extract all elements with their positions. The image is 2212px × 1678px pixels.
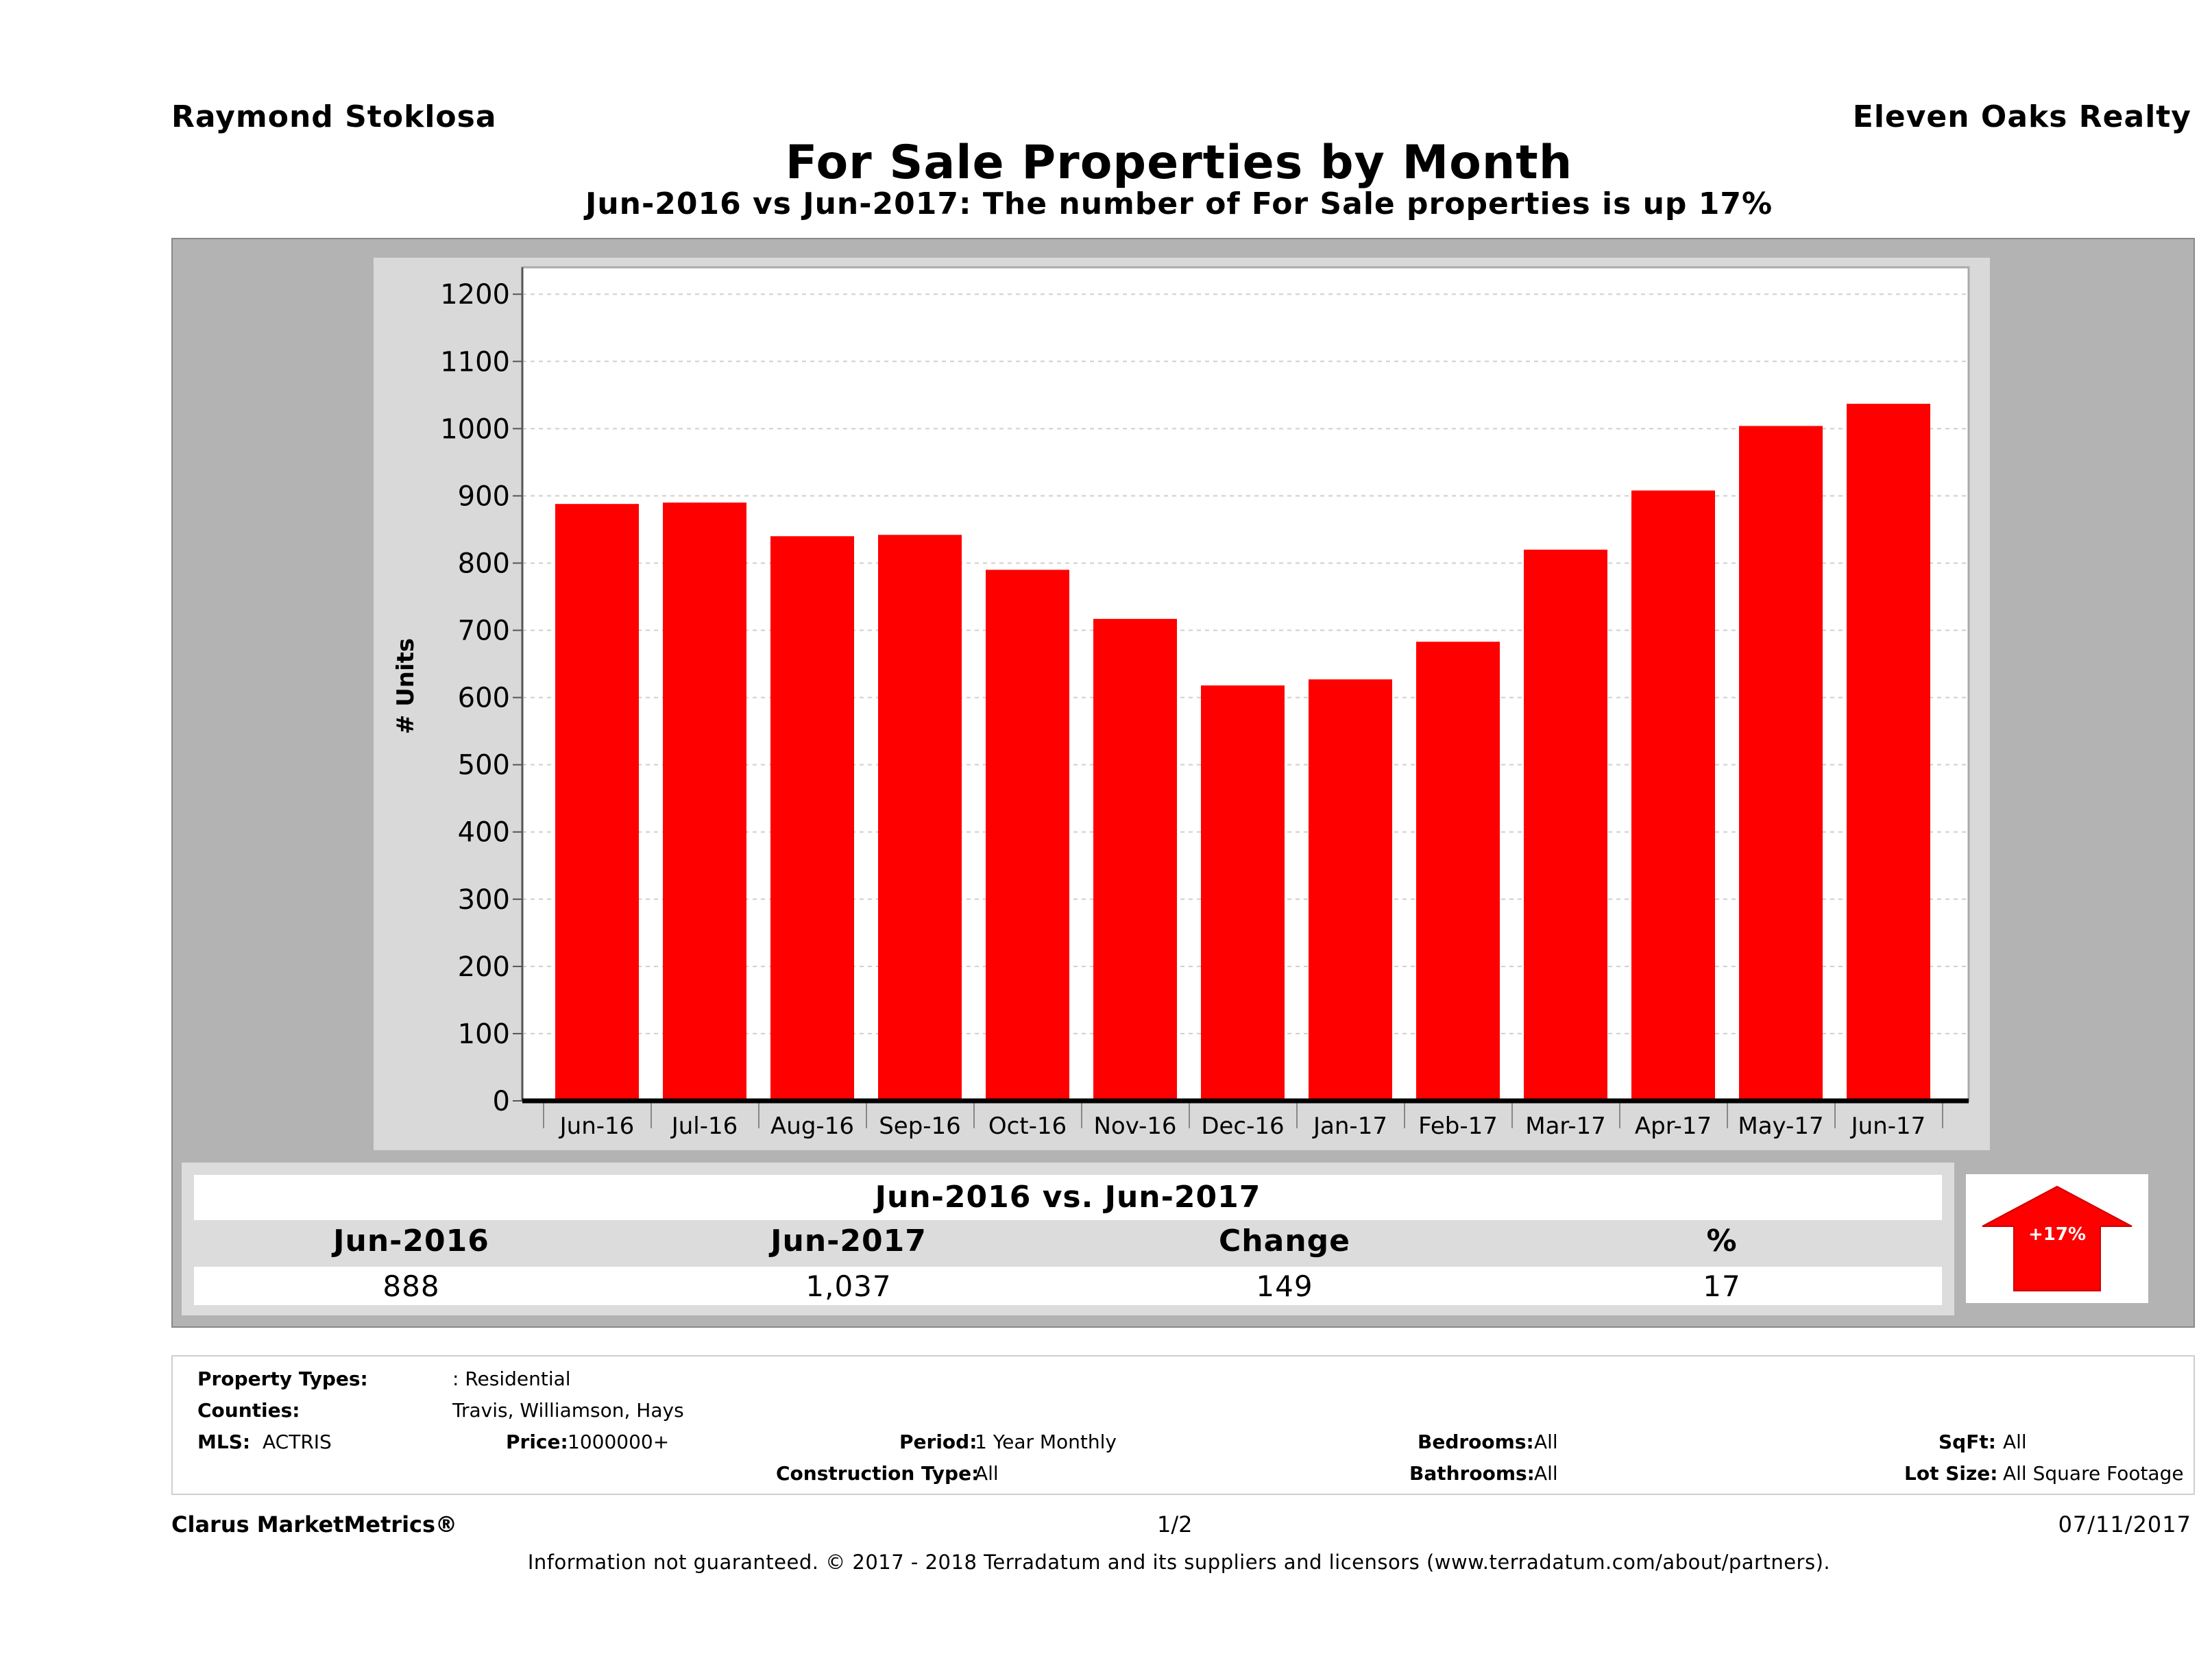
period-label: Period: (899, 1431, 977, 1453)
chart-panel: 0 100 200 300 400 500 600 700 800 900 1000 1100 1200… (374, 258, 1990, 1150)
bedrooms-label: Bedrooms: (1418, 1431, 1534, 1453)
bar (770, 536, 854, 1101)
bar (1309, 679, 1392, 1101)
change-badge: +17% (2028, 1224, 2086, 1245)
page-number: 1/2 (1157, 1511, 1193, 1537)
y-tick-label: 600 (458, 683, 510, 714)
bar (1093, 618, 1177, 1101)
mls-value: ACTRIS (263, 1431, 332, 1453)
bar (1631, 490, 1715, 1101)
summary-col-label: Jun-2016 (333, 1224, 489, 1258)
bar (663, 502, 746, 1101)
x-tick-label: Dec-16 (1201, 1112, 1284, 1140)
property-types-label: Property Types: (197, 1367, 368, 1390)
y-tick-label: 200 (458, 951, 510, 983)
summary-heading: Jun-2016 vs. Jun-2017 (875, 1180, 1261, 1215)
bar (1739, 426, 1823, 1101)
bar (555, 504, 639, 1101)
bar-chart: 0 100 200 300 400 500 600 700 800 900 1000 1100 1200… (392, 266, 1970, 1140)
bar (986, 570, 1069, 1101)
bar (1416, 642, 1500, 1101)
bedrooms-value: All (1534, 1431, 1558, 1453)
x-tick-label: Nov-16 (1094, 1112, 1177, 1140)
lot-size-label: Lot Size: (1904, 1462, 1998, 1485)
chart-subtitle: Jun-2016 vs Jun-2017: The number of For … (585, 186, 1773, 221)
price-label: Price: (506, 1431, 568, 1453)
product-name: Clarus MarketMetrics® (171, 1511, 458, 1537)
lot-size-value: All Square Footage (2003, 1462, 2184, 1485)
construction-type-label: Construction Type: (776, 1462, 980, 1485)
filter-criteria (171, 1355, 2195, 1495)
agent-name: Raymond Stoklosa (171, 99, 497, 134)
mls-label: MLS: (197, 1431, 251, 1453)
x-tick-label: Mar-17 (1525, 1112, 1606, 1140)
x-tick-label: Jan-17 (1312, 1112, 1387, 1140)
bar (1201, 685, 1285, 1101)
bar (1524, 549, 1607, 1101)
y-tick-label: 500 (458, 750, 510, 781)
chart-title: For Sale Properties by Month (785, 136, 1573, 190)
x-tick-label: Sep-16 (879, 1112, 961, 1140)
summary-col-label: Change (1219, 1224, 1350, 1258)
x-tick-label: Feb-17 (1418, 1112, 1498, 1140)
bathrooms-value: All (1534, 1462, 1558, 1485)
period-value: 1 Year Monthly (975, 1431, 1117, 1453)
x-tick-label: Jun-16 (559, 1112, 635, 1140)
construction-type-value: All (975, 1462, 999, 1485)
change-indicator: +17% (1966, 1174, 2148, 1303)
x-tick-label: Apr-17 (1635, 1112, 1712, 1140)
summary-value: 1,037 (805, 1269, 892, 1303)
y-tick-label: 100 (458, 1019, 510, 1050)
y-tick-label: 700 (458, 616, 510, 647)
x-tick-label: Oct-16 (988, 1112, 1067, 1140)
property-types-value: : Residential (452, 1367, 571, 1390)
summary-value: 17 (1703, 1269, 1741, 1303)
x-tick-label: May-17 (1738, 1112, 1823, 1140)
summary-value: 888 (382, 1269, 440, 1303)
report-date: 07/11/2017 (2058, 1511, 2191, 1537)
y-tick-label: 1000 (440, 413, 510, 445)
y-tick-label: 400 (458, 817, 510, 849)
sqft-value: All (2003, 1431, 2027, 1453)
brokerage-name: Eleven Oaks Realty (1852, 99, 2191, 134)
bar (1847, 404, 1930, 1101)
y-tick-label: 1100 (440, 346, 510, 378)
disclaimer: Information not guaranteed. © 2017 - 201… (527, 1551, 1831, 1574)
y-tick-label: 300 (458, 884, 510, 916)
summary-col-label: Jun-2017 (770, 1224, 927, 1258)
counties-label: Counties: (197, 1399, 300, 1422)
bar (878, 535, 962, 1101)
x-tick-label: Aug-16 (770, 1112, 854, 1140)
y-tick-label: 900 (458, 481, 510, 512)
price-value: 1000000+ (568, 1431, 670, 1453)
summary-heading-bg (194, 1175, 1942, 1220)
y-tick-label: 0 (493, 1086, 510, 1117)
summary-values-bg (194, 1267, 1942, 1305)
bathrooms-label: Bathrooms: (1409, 1462, 1535, 1485)
summary-value: 149 (1256, 1269, 1313, 1303)
counties-value: Travis, Williamson, Hays (452, 1399, 684, 1422)
y-tick-label: 800 (458, 548, 510, 579)
x-tick-label: Jul-16 (670, 1112, 738, 1140)
x-tick-label: Jun-17 (1850, 1112, 1926, 1140)
sqft-label: SqFt: (1938, 1431, 1996, 1453)
y-axis-label: # Units (392, 638, 420, 734)
y-tick-label: 1200 (440, 279, 510, 311)
up-arrow-icon: +17% (1982, 1185, 2132, 1291)
summary-col-label: % (1706, 1224, 1738, 1258)
